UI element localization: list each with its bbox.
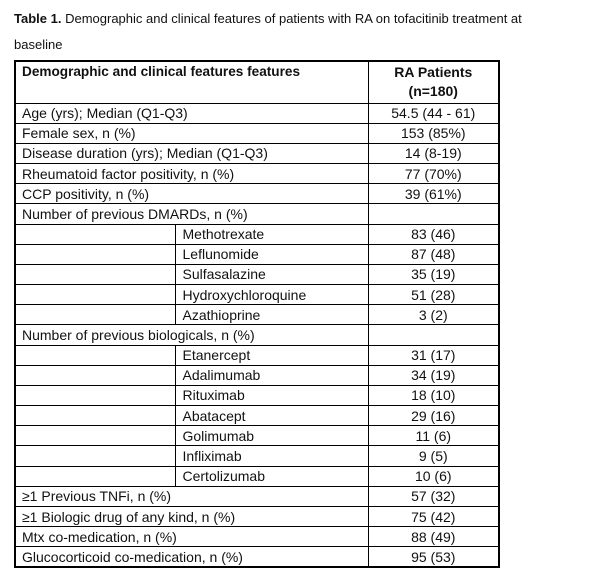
table-container: Demographic and clinical features featur… bbox=[14, 60, 501, 568]
row-value: 83 (46) bbox=[367, 223, 500, 245]
table-row: Azathioprine 3 (2) bbox=[14, 304, 500, 326]
caption-line-1: Table 1. Demographic and clinical featur… bbox=[14, 6, 606, 32]
row-value: 51 (28) bbox=[367, 284, 500, 306]
row-label: Etanercept bbox=[174, 344, 369, 366]
row-value: 153 (85%) bbox=[367, 122, 500, 144]
table-row: ≥1 Biologic drug of any kind, n (%) 75 (4… bbox=[14, 505, 500, 528]
row-label: Mtx co-medication, n (%) bbox=[14, 526, 369, 548]
row-spacer-cell bbox=[14, 263, 176, 286]
row-label: Adalimumab bbox=[174, 364, 369, 386]
row-value: 18 (10) bbox=[367, 384, 500, 407]
row-label: Certolizumab bbox=[174, 465, 369, 487]
row-value: 34 (19) bbox=[367, 364, 500, 386]
table-body: Age (yrs); Median (Q1-Q3) 54.5 (44 - 61) F… bbox=[14, 102, 500, 568]
row-spacer-cell bbox=[14, 243, 176, 265]
table-row: Rituximab 18 (10) bbox=[14, 384, 500, 407]
row-spacer-cell bbox=[14, 445, 176, 467]
table-row: Glucocorticoid co-medication, n (%) 95 (5… bbox=[14, 546, 500, 568]
table-row: Disease duration (yrs); Median (Q1-Q3) 14… bbox=[14, 142, 500, 165]
row-label: Leflunomide bbox=[174, 243, 369, 265]
row-label: Number of previous biologicals, n (%) bbox=[14, 324, 369, 346]
caption-line-2: baseline bbox=[14, 37, 63, 52]
row-spacer-cell bbox=[14, 405, 176, 427]
row-value: 3 (2) bbox=[367, 304, 500, 326]
table-row: Female sex, n (%) 153 (85%) bbox=[14, 122, 500, 144]
table-row: Infliximab 9 (5) bbox=[14, 445, 500, 467]
row-spacer-cell bbox=[14, 284, 176, 306]
row-label: Number of previous DMARDs, n (%) bbox=[14, 203, 369, 225]
table-row: Mtx co-medication, n (%) 88 (49) bbox=[14, 526, 500, 548]
row-value: 95 (53) bbox=[367, 546, 500, 568]
row-value: 14 (8-19) bbox=[367, 142, 500, 165]
row-value: 88 (49) bbox=[367, 526, 500, 548]
row-label: Glucocorticoid co-medication, n (%) bbox=[14, 546, 369, 568]
header-patients-line1: RA Patients bbox=[394, 64, 473, 81]
row-label: Sulfasalazine bbox=[174, 263, 369, 286]
row-spacer-cell bbox=[14, 364, 176, 386]
caption-text: Demographic and clinical features of pat… bbox=[65, 11, 522, 26]
row-label: Golimumab bbox=[174, 425, 369, 447]
row-label: Infliximab bbox=[174, 445, 369, 467]
row-spacer-cell bbox=[14, 465, 176, 487]
row-value: 35 (19) bbox=[367, 263, 500, 286]
row-label: CCP positivity, n (%) bbox=[14, 183, 369, 205]
row-value: 57 (32) bbox=[367, 485, 500, 507]
row-spacer-cell bbox=[14, 344, 176, 366]
row-value: 10 (6) bbox=[367, 465, 500, 487]
row-label: Methotrexate bbox=[174, 223, 369, 245]
header-row: Demographic and clinical features featur… bbox=[14, 60, 500, 104]
row-spacer-cell bbox=[14, 425, 176, 447]
demographics-table: Demographic and clinical features featur… bbox=[14, 60, 501, 568]
row-label: ≥1 Biologic drug of any kind, n (%) bbox=[14, 505, 369, 528]
header-features-column: Demographic and clinical features featur… bbox=[14, 60, 369, 104]
row-value: 39 (61%) bbox=[367, 183, 500, 205]
row-label: Rituximab bbox=[174, 384, 369, 407]
table-row: Etanercept 31 (17) bbox=[14, 344, 500, 366]
table-caption: Table 1. Demographic and clinical featur… bbox=[14, 6, 606, 58]
table-row: Leflunomide 87 (48) bbox=[14, 243, 500, 265]
row-value: 29 (16) bbox=[367, 405, 500, 427]
table-row: Number of previous DMARDs, n (%) bbox=[14, 203, 500, 225]
row-value: 75 (42) bbox=[367, 505, 500, 528]
table-row: Adalimumab 34 (19) bbox=[14, 364, 500, 386]
row-value: 9 (5) bbox=[367, 445, 500, 467]
row-label: Female sex, n (%) bbox=[14, 122, 369, 144]
row-spacer-cell bbox=[14, 384, 176, 407]
table-row: Rheumatoid factor positivity, n (%) 77 (7… bbox=[14, 163, 500, 185]
header-patients-line2: (n=180) bbox=[408, 83, 458, 100]
row-value: 31 (17) bbox=[367, 344, 500, 366]
table-row: Golimumab 11 (6) bbox=[14, 425, 500, 447]
row-label: Rheumatoid factor positivity, n (%) bbox=[14, 163, 369, 185]
row-value: 87 (48) bbox=[367, 243, 500, 265]
table-row: Number of previous biologicals, n (%) bbox=[14, 324, 500, 346]
caption-label: Table 1. bbox=[14, 11, 62, 26]
table-row: Hydroxychloroquine 51 (28) bbox=[14, 284, 500, 306]
header-patients-column: RA Patients (n=180) bbox=[367, 60, 500, 104]
table-row: Certolizumab 10 (6) bbox=[14, 465, 500, 487]
row-label: Disease duration (yrs); Median (Q1-Q3) bbox=[14, 142, 369, 165]
row-spacer-cell bbox=[14, 304, 176, 326]
row-value: 11 (6) bbox=[367, 425, 500, 447]
row-label: Abatacept bbox=[174, 405, 369, 427]
row-value bbox=[367, 203, 500, 225]
row-label: Age (yrs); Median (Q1-Q3) bbox=[14, 102, 369, 124]
row-value: 54.5 (44 - 61) bbox=[367, 102, 500, 124]
table-row: Abatacept 29 (16) bbox=[14, 405, 500, 427]
row-value: 77 (70%) bbox=[367, 163, 500, 185]
row-label: Hydroxychloroquine bbox=[174, 284, 369, 306]
row-spacer-cell bbox=[14, 223, 176, 245]
table-row: CCP positivity, n (%) 39 (61%) bbox=[14, 183, 500, 205]
table-row: Age (yrs); Median (Q1-Q3) 54.5 (44 - 61) bbox=[14, 102, 500, 124]
table-row: Methotrexate 83 (46) bbox=[14, 223, 500, 245]
row-value bbox=[367, 324, 500, 346]
table-row: Sulfasalazine 35 (19) bbox=[14, 263, 500, 286]
row-label: ≥1 Previous TNFi, n (%) bbox=[14, 485, 369, 507]
row-label: Azathioprine bbox=[174, 304, 369, 326]
table-row: ≥1 Previous TNFi, n (%) 57 (32) bbox=[14, 485, 500, 507]
